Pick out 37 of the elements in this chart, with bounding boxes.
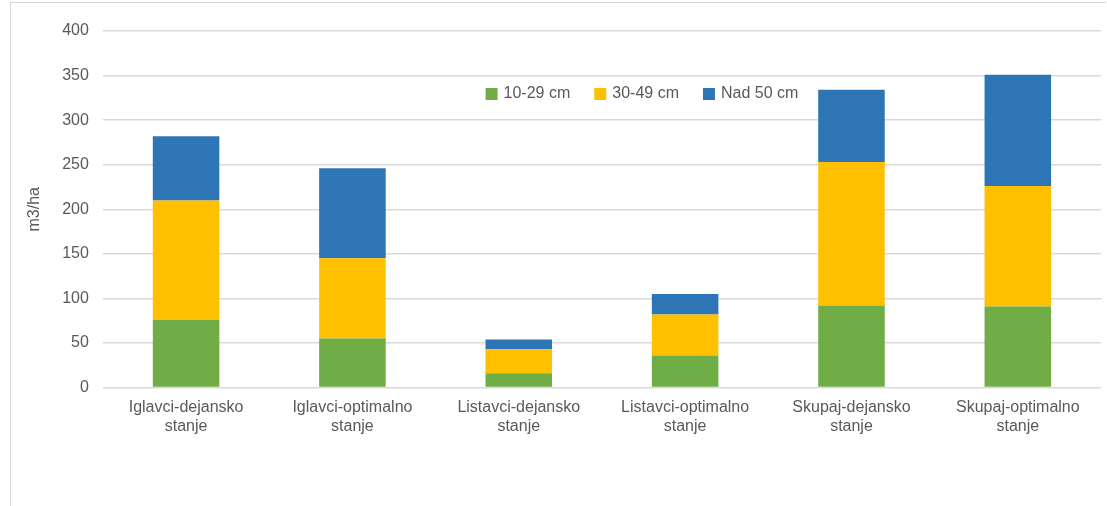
bar xyxy=(485,373,553,387)
y-tick-label: 200 xyxy=(62,199,89,217)
x-tick-label: Iglavci-dejansko stanje xyxy=(128,397,244,434)
y-tick-label: 350 xyxy=(62,65,89,83)
bar xyxy=(651,314,719,356)
bar xyxy=(984,74,1052,187)
y-tick-label: 300 xyxy=(62,110,89,128)
y-tick-label: 50 xyxy=(71,333,89,351)
bar xyxy=(818,305,885,387)
bar xyxy=(152,136,220,201)
bar xyxy=(485,349,553,374)
bar xyxy=(818,162,885,306)
y-tick-label: 0 xyxy=(79,378,89,396)
bar xyxy=(984,306,1052,387)
bar xyxy=(651,355,719,387)
legend-label: 30-49 cm xyxy=(612,84,679,102)
bar xyxy=(984,186,1052,307)
bar xyxy=(152,319,220,387)
x-tick-label: Listavci-optimalno stanje xyxy=(621,397,750,434)
y-tick-label: 150 xyxy=(62,244,89,262)
bar xyxy=(319,338,386,387)
x-tick-label: Skupaj-dejansko stanje xyxy=(792,397,911,434)
legend-label: Nad 50 cm xyxy=(720,84,799,102)
bar xyxy=(152,200,220,320)
bar xyxy=(651,293,719,315)
bar xyxy=(485,339,553,350)
y-axis-title: m3/ha xyxy=(25,186,43,232)
y-tick-label: 250 xyxy=(62,155,89,173)
x-tick-label: Listavci-dejansko stanje xyxy=(457,397,581,434)
bar xyxy=(319,168,386,259)
bar xyxy=(319,258,386,339)
legend-label: 10-29 cm xyxy=(503,84,571,102)
x-tick-label: Iglavci-optimalno stanje xyxy=(292,397,413,434)
bar xyxy=(818,89,885,163)
y-tick-label: 100 xyxy=(62,288,89,306)
x-tick-label: Skupaj-optimalno stanje xyxy=(956,397,1080,434)
y-tick-label: 400 xyxy=(62,21,89,39)
